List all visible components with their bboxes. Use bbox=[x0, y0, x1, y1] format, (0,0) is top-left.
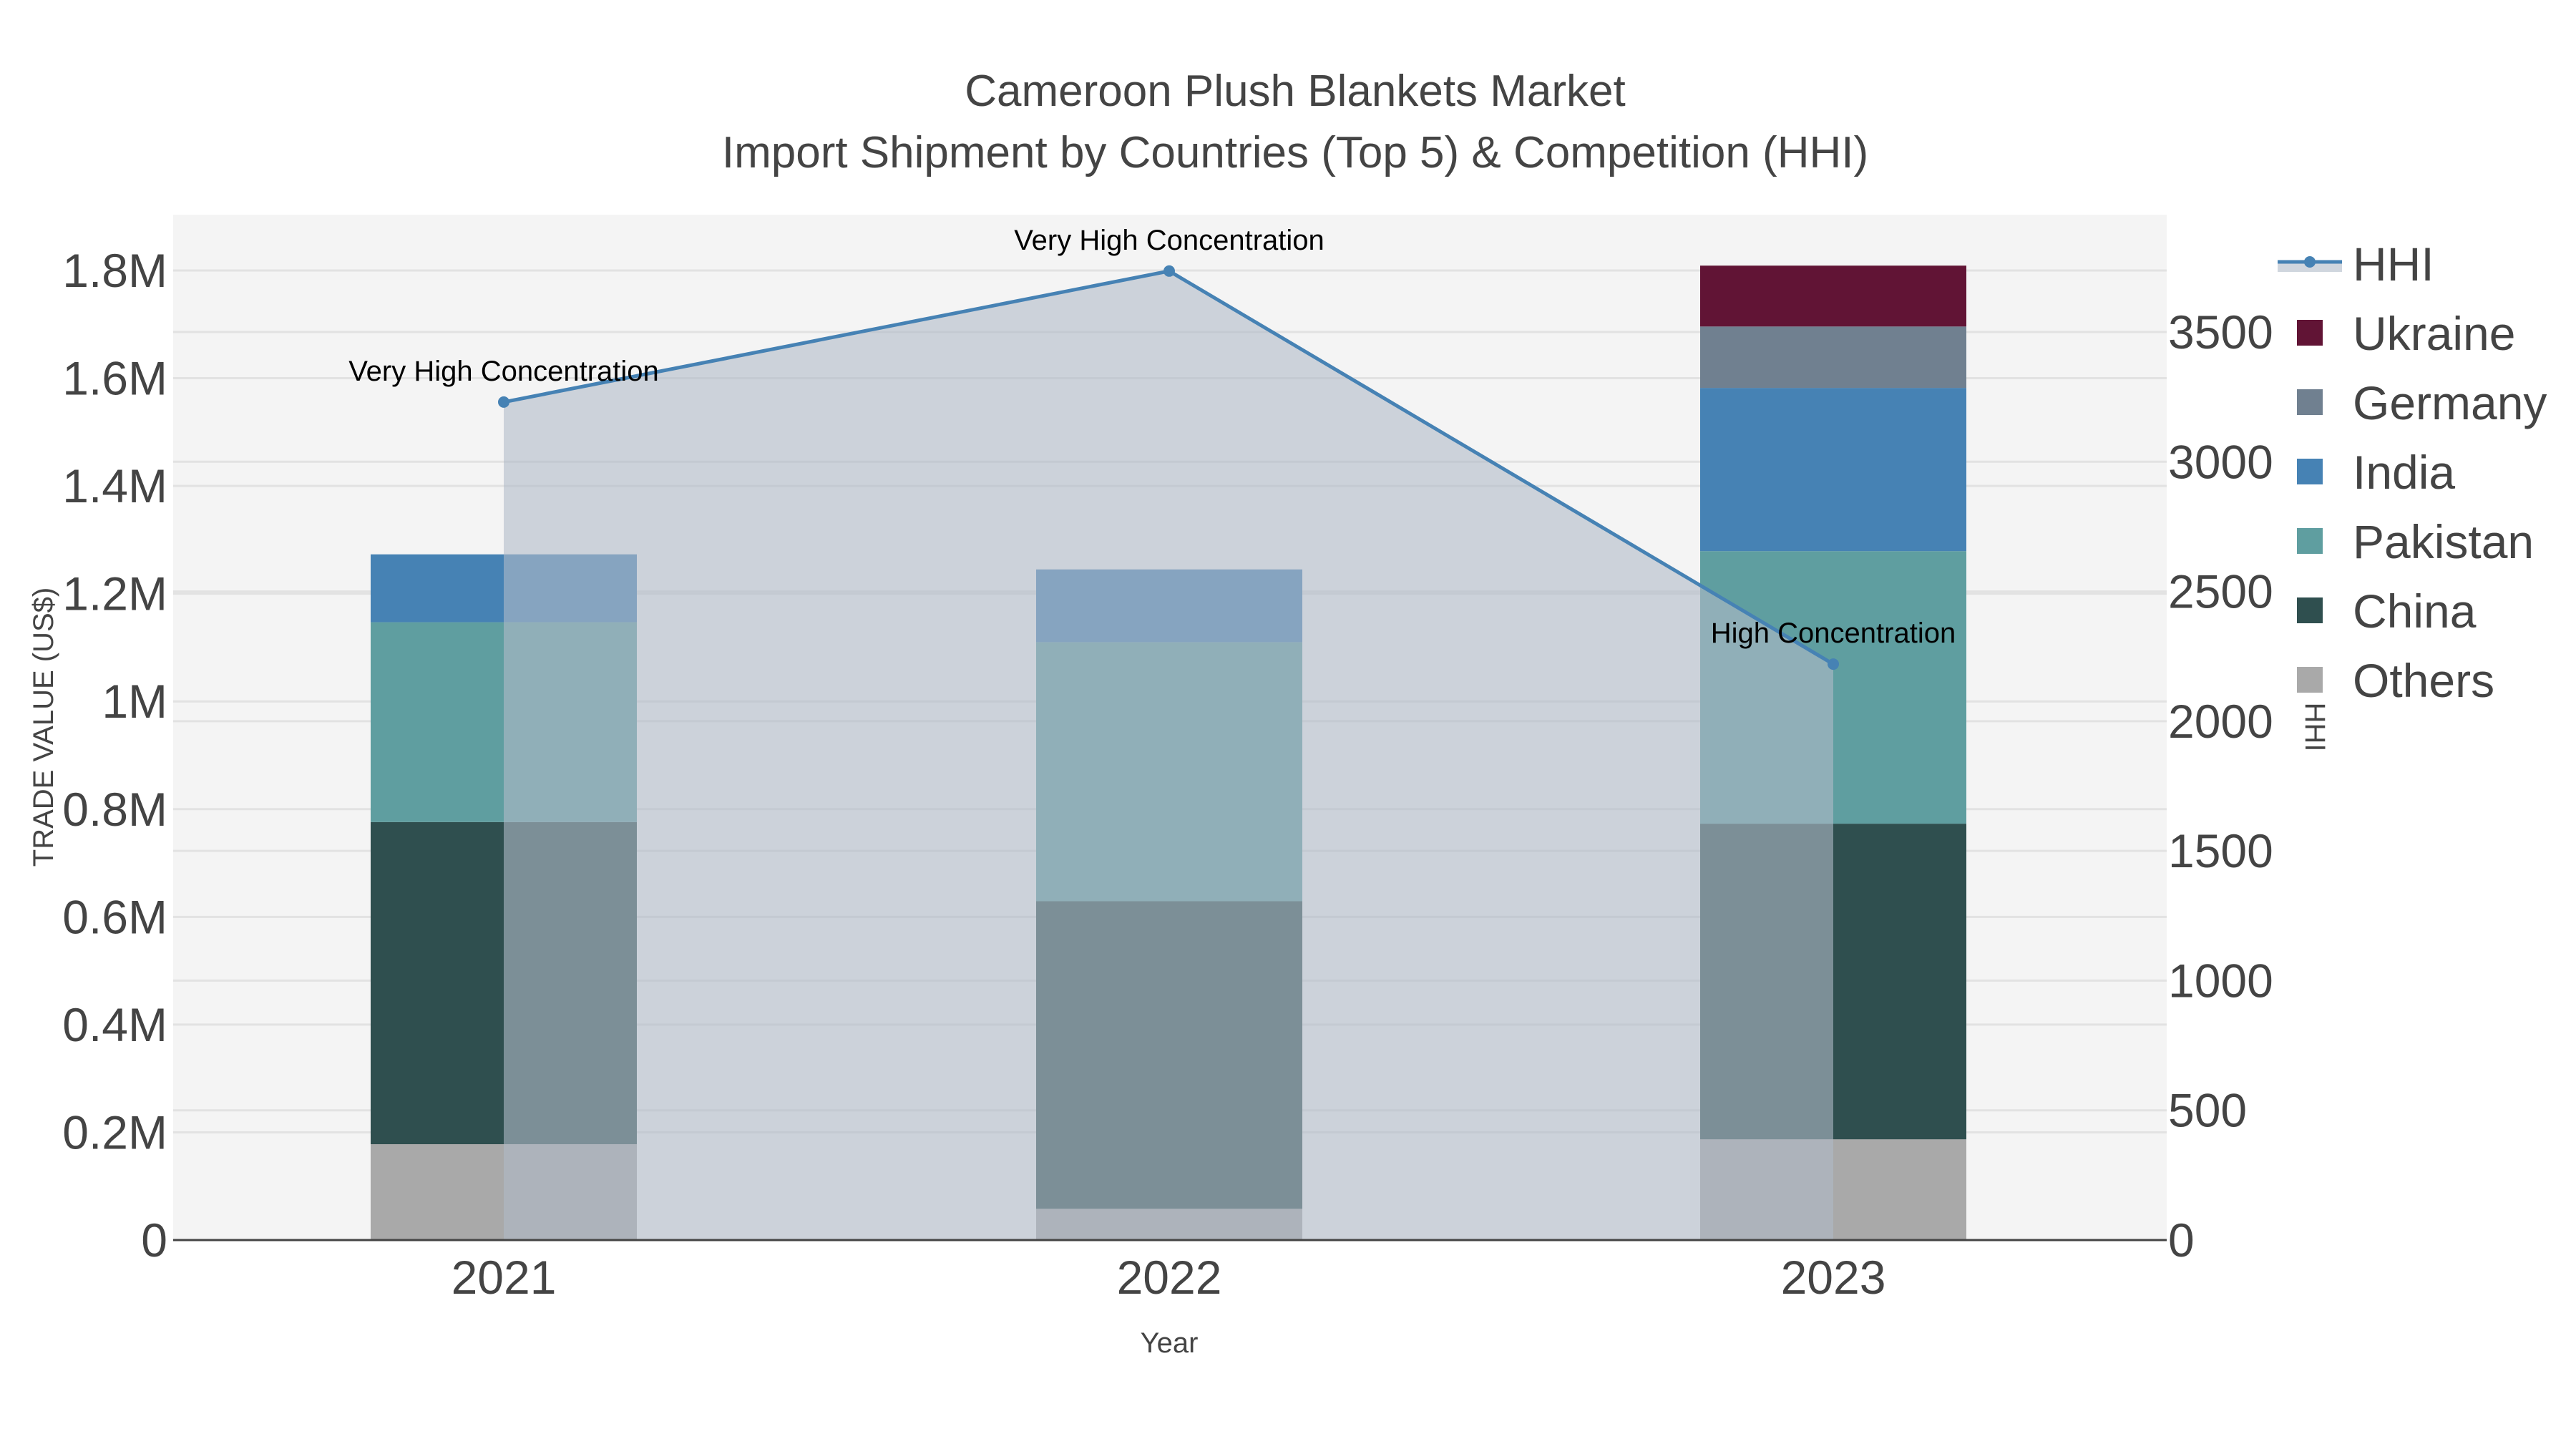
y-left-tick-label: 1.8M bbox=[62, 244, 167, 297]
bar-segment-india-2023[interactable] bbox=[1700, 388, 1966, 552]
bar-segment-ukraine-2023[interactable] bbox=[1700, 265, 1966, 327]
y-left-tick-label: 0.2M bbox=[62, 1106, 167, 1158]
hhi-annotation-2022: Very High Concentration bbox=[1014, 225, 1324, 256]
legend: HHI Ukraine Germany India Pakistan China Other… bbox=[2278, 238, 2547, 707]
y-left-tick-label: 0.8M bbox=[62, 783, 167, 836]
chart-title-line2: Import Shipment by Countries (Top 5) & C… bbox=[722, 128, 1868, 177]
x-tick-label: 2023 bbox=[1781, 1251, 1886, 1304]
legend-label: Pakistan bbox=[2353, 515, 2534, 568]
hhi-point[interactable] bbox=[1163, 265, 1175, 277]
y-left-tick-label: 1.2M bbox=[62, 567, 167, 620]
y-right-tick-label: 2500 bbox=[2168, 565, 2273, 618]
x-tick-label: 2021 bbox=[452, 1251, 557, 1304]
legend-item-ukraine[interactable]: Ukraine bbox=[2297, 307, 2515, 360]
y-left-tick-label: 0.4M bbox=[62, 998, 167, 1051]
y-left-tick-label: 0.6M bbox=[62, 890, 167, 943]
legend-swatch-icon bbox=[2297, 459, 2323, 484]
legend-label: China bbox=[2353, 585, 2477, 638]
y-left-tick-label: 1.6M bbox=[62, 352, 167, 405]
left-y-axis-ticks: 0 0.2M 0.4M 0.6M 0.8M 1M 1.2M 1.4M 1.6M 1.8M bbox=[62, 244, 167, 1267]
hhi-series bbox=[498, 265, 1839, 1241]
x-axis-title: Year bbox=[1141, 1327, 1199, 1359]
legend-swatch-icon bbox=[2297, 320, 2323, 346]
hhi-point[interactable] bbox=[498, 396, 509, 408]
legend-swatch-icon bbox=[2297, 597, 2323, 623]
y-left-tick-label: 1M bbox=[102, 675, 167, 728]
hhi-annotation-2023: High Concentration bbox=[1711, 618, 1956, 649]
legend-item-others[interactable]: Others bbox=[2297, 654, 2494, 707]
legend-marker-icon bbox=[2304, 256, 2316, 268]
legend-item-hhi[interactable]: HHI bbox=[2278, 238, 2434, 291]
bar-segment-germany-2023[interactable] bbox=[1700, 326, 1966, 389]
y-right-tick-label: 1000 bbox=[2168, 954, 2273, 1007]
legend-label: Germany bbox=[2353, 376, 2547, 429]
hhi-point[interactable] bbox=[1828, 658, 1839, 670]
y-right-tick-label: 3000 bbox=[2168, 435, 2273, 488]
y-right-tick-label: 1500 bbox=[2168, 824, 2273, 877]
legend-label: HHI bbox=[2353, 238, 2434, 291]
legend-swatch-icon bbox=[2297, 389, 2323, 415]
chart-title-line1: Cameroon Plush Blankets Market bbox=[965, 67, 1626, 116]
y-right-tick-label: 0 bbox=[2168, 1214, 2195, 1267]
legend-swatch-icon bbox=[2297, 667, 2323, 693]
hhi-annotations: Very High Concentration Very High Concent… bbox=[348, 225, 1956, 649]
legend-label: Others bbox=[2353, 654, 2494, 707]
legend-item-india[interactable]: India bbox=[2297, 446, 2455, 499]
legend-label: Ukraine bbox=[2353, 307, 2515, 360]
legend-item-germany[interactable]: Germany bbox=[2297, 376, 2547, 429]
legend-label: India bbox=[2353, 446, 2455, 499]
x-tick-label: 2022 bbox=[1117, 1251, 1222, 1304]
legend-item-china[interactable]: China bbox=[2297, 585, 2477, 638]
y-left-tick-label: 0 bbox=[141, 1214, 167, 1267]
y-right-axis-title: HHI bbox=[2299, 703, 2331, 752]
y-left-axis-title: TRADE VALUE (US$) bbox=[28, 587, 59, 867]
right-y-axis-ticks: 0 500 1000 1500 2000 2500 3000 3500 bbox=[2168, 306, 2273, 1267]
y-right-tick-label: 500 bbox=[2168, 1084, 2247, 1137]
y-right-tick-label: 2000 bbox=[2168, 695, 2273, 748]
y-left-tick-label: 1.4M bbox=[62, 459, 167, 512]
legend-swatch-icon bbox=[2297, 528, 2323, 554]
legend-item-pakistan[interactable]: Pakistan bbox=[2297, 515, 2534, 568]
hhi-annotation-2021: Very High Concentration bbox=[348, 356, 659, 387]
x-axis-ticks: 2021 2022 2023 bbox=[452, 1251, 1886, 1304]
hhi-area bbox=[504, 270, 1833, 1241]
y-right-tick-label: 3500 bbox=[2168, 306, 2273, 358]
